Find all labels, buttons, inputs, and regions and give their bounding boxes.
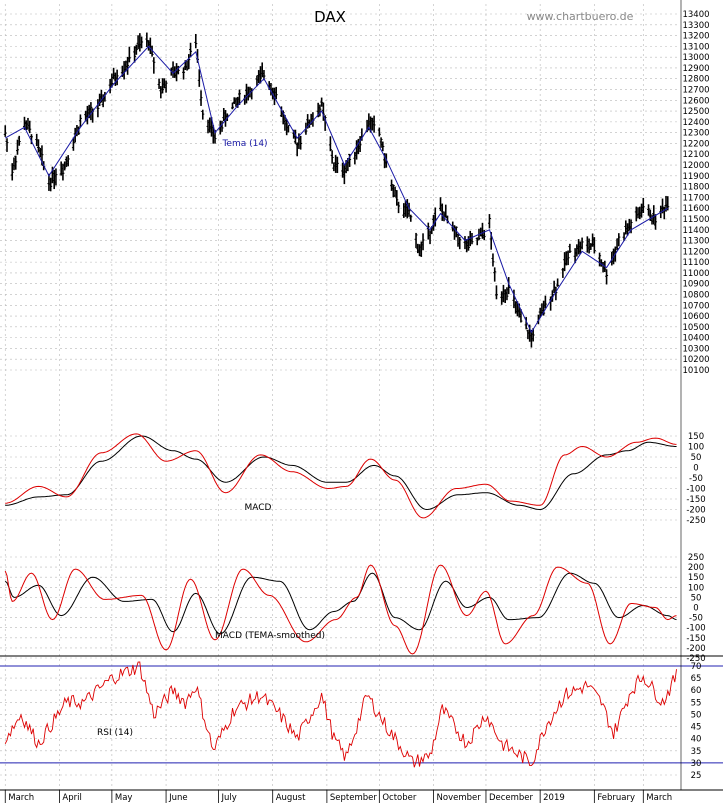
- macd-macd-line: [5, 435, 677, 511]
- rsi-ytick-label: 50: [691, 710, 702, 720]
- month-label: August: [276, 793, 306, 803]
- macd-label: MACD: [245, 503, 272, 513]
- month-label: October: [382, 793, 417, 803]
- rsi-label: RSI (14): [97, 728, 133, 738]
- month-label: 2019: [543, 793, 565, 803]
- macd-tema-ytick-label: 100: [688, 583, 704, 593]
- rsi-panel: [4, 661, 677, 768]
- rsi-ytick-label: 65: [691, 674, 702, 684]
- month-label: March: [8, 793, 34, 803]
- rsi-line: [4, 661, 677, 768]
- price-ytick-label: 11200: [682, 247, 709, 257]
- price-ytick-label: 10300: [682, 344, 709, 354]
- price-ytick-label: 10100: [682, 366, 709, 376]
- macd-ytick-label: -200: [686, 506, 705, 516]
- macd-tema-panel: [4, 564, 677, 655]
- price-ytick-label: 10700: [682, 301, 709, 311]
- watermark: www.chartbuero.de: [527, 10, 634, 23]
- price-ytick-label: 11900: [682, 172, 709, 182]
- price-ytick-label: 11400: [682, 226, 709, 236]
- macd-tema-ytick-label: -150: [686, 634, 705, 644]
- price-ytick-label: 12300: [682, 129, 709, 139]
- macd-tema-ytick-label: 250: [688, 553, 704, 563]
- price-ytick-label: 12200: [682, 139, 709, 149]
- month-label: June: [168, 793, 188, 803]
- price-ytick-label: 11100: [682, 258, 709, 268]
- rsi-ytick-label: 40: [691, 735, 702, 745]
- rsi-ytick-label: 30: [691, 759, 702, 769]
- price-ytick-label: 13000: [682, 53, 709, 63]
- month-label: March: [646, 793, 672, 803]
- price-ytick-label: 13100: [682, 42, 709, 52]
- macd-ytick-label: 150: [688, 432, 704, 442]
- macd-ytick-label: -50: [689, 474, 703, 484]
- macd-tema-ytick-label: -50: [689, 614, 703, 624]
- macd-signal-line: [5, 433, 677, 519]
- price-ytick-label: 10400: [682, 334, 709, 344]
- rsi-ytick-label: 70: [691, 662, 702, 672]
- price-ytick-label: 11300: [682, 237, 709, 247]
- month-label: February: [597, 793, 635, 803]
- price-ytick-label: 12000: [682, 161, 709, 171]
- price-ytick-label: 10500: [682, 323, 709, 333]
- month-label: May: [115, 793, 133, 803]
- macd-tema-signal-line: [4, 564, 677, 655]
- macd-panel: [5, 433, 677, 519]
- macd-tema-ytick-label: 0: [693, 604, 698, 614]
- price-ytick-label: 10200: [682, 355, 709, 365]
- macd-tema-ytick-label: 50: [691, 593, 702, 603]
- price-ytick-label: 10900: [682, 280, 709, 290]
- macd-ytick-label: -150: [686, 495, 705, 505]
- price-ytick-label: 12900: [682, 64, 709, 74]
- price-ytick-label: 13400: [682, 10, 709, 20]
- chart-title: DAX: [314, 8, 346, 26]
- macd-ytick-label: -100: [686, 485, 705, 495]
- month-label: November: [437, 793, 482, 803]
- macd-tema-ytick-label: -250: [686, 654, 705, 664]
- price-ytick-label: 11500: [682, 215, 709, 225]
- month-label: December: [489, 793, 534, 803]
- macd-ytick-label: 100: [688, 443, 704, 453]
- price-ytick-label: 12700: [682, 86, 709, 96]
- macd-tema-ytick-label: -200: [686, 644, 705, 654]
- macd-ytick-label: 0: [693, 464, 698, 474]
- rsi-ytick-label: 45: [691, 723, 702, 733]
- label-layer: DAX www.chartbuero.de Tema (14) MACD MAC…: [97, 8, 634, 738]
- macd-tema-label: MACD (TEMA-smoothed): [215, 631, 325, 641]
- rsi-ytick-label: 60: [691, 686, 702, 696]
- macd-tema-ytick-label: 200: [688, 563, 704, 573]
- price-panel: [3, 32, 670, 348]
- price-ytick-label: 12800: [682, 75, 709, 85]
- tema-label: Tema (14): [221, 139, 267, 149]
- price-ytick-label: 11000: [682, 269, 709, 279]
- rsi-ytick-label: 55: [691, 698, 702, 708]
- price-ytick-label: 12600: [682, 96, 709, 106]
- macd-ytick-label: -250: [686, 516, 705, 526]
- price-ytick-label: 12500: [682, 107, 709, 117]
- price-ytick-label: 12100: [682, 150, 709, 160]
- tema-line: [4, 45, 669, 334]
- price-ytick-label: 11700: [682, 193, 709, 203]
- month-label: July: [221, 793, 237, 803]
- month-label: April: [62, 793, 81, 803]
- price-ytick-label: 11600: [682, 204, 709, 214]
- macd-tema-ytick-label: -100: [686, 624, 705, 634]
- macd-tema-ytick-label: 150: [688, 573, 704, 583]
- price-ytick-label: 11800: [682, 183, 709, 193]
- price-ytick-label: 10600: [682, 312, 709, 322]
- price-ytick-label: 12400: [682, 118, 709, 128]
- rsi-ytick-label: 35: [691, 747, 702, 757]
- month-label: September: [330, 793, 377, 803]
- price-ytick-label: 13300: [682, 21, 709, 31]
- price-ytick-label: 10800: [682, 290, 709, 300]
- rsi-bands-layer: [0, 665, 723, 764]
- price-ytick-label: 13200: [682, 32, 709, 42]
- macd-ytick-label: 50: [691, 453, 702, 463]
- rsi-ytick-label: 25: [691, 771, 702, 781]
